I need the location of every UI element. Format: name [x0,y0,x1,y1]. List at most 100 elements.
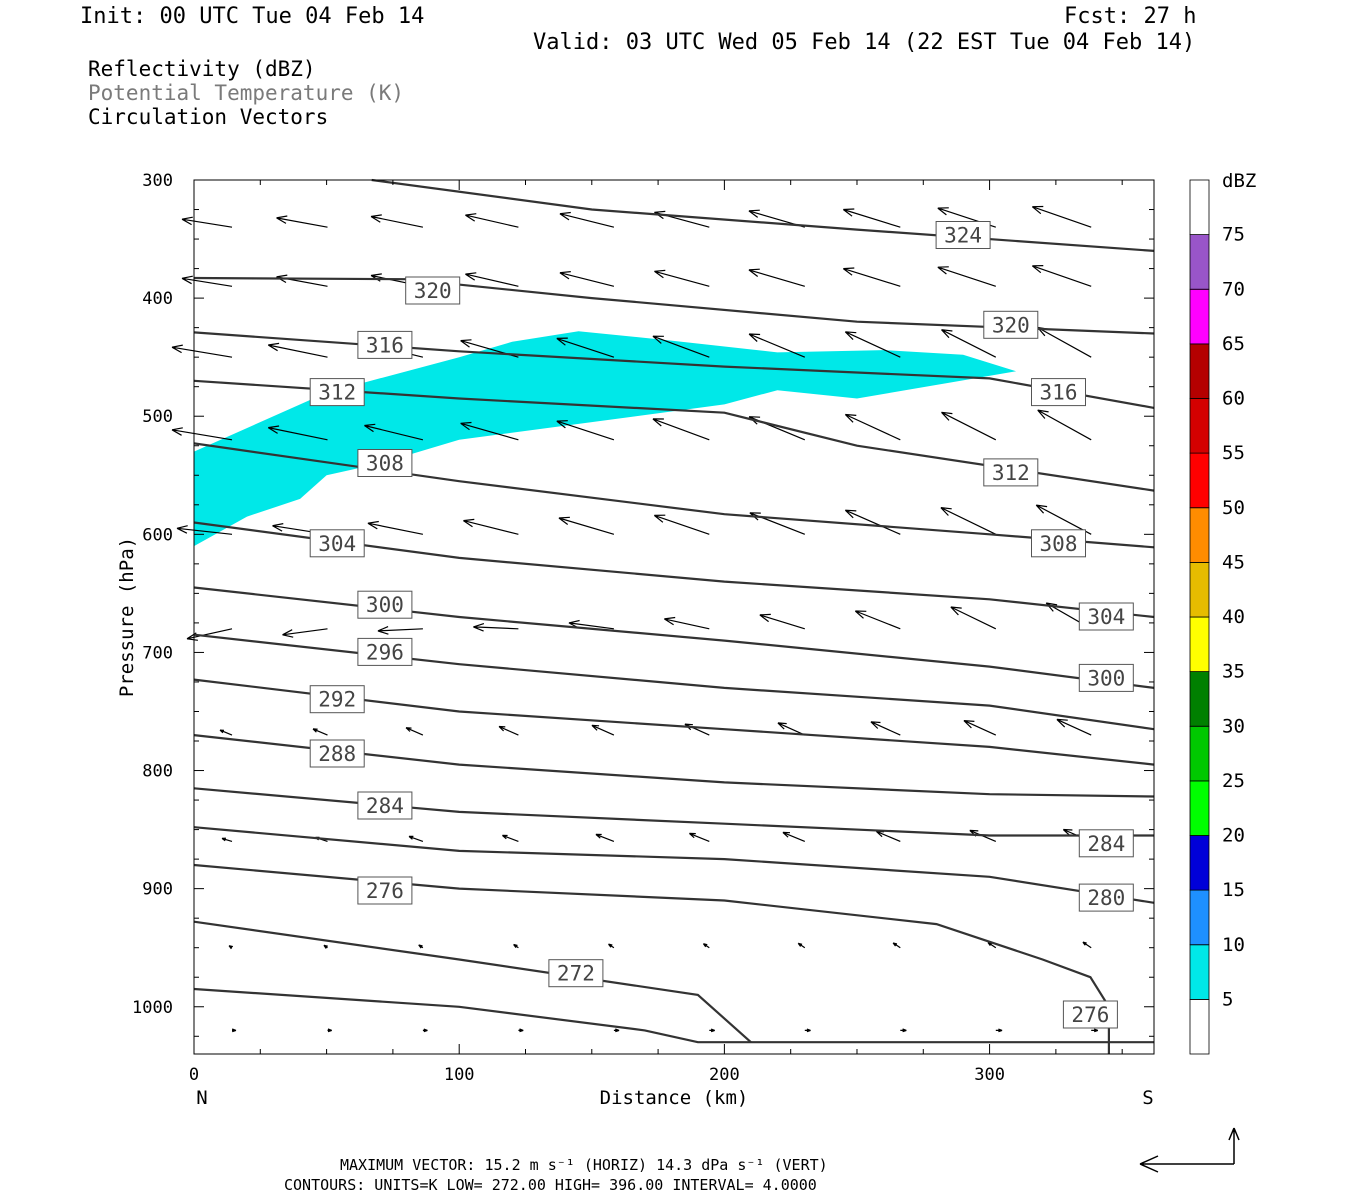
circulation-vector [941,329,997,358]
contour-label-box [309,378,365,407]
valid-time: Valid: 03 UTC Wed 05 Feb 14 (22 EST Tue … [533,30,1196,55]
circulation-vector [875,830,901,842]
contour-label-box [1031,529,1086,558]
circulation-vector [282,628,328,638]
theta-contour-272 [193,920,752,1044]
circulation-vector [1037,409,1092,441]
contour-label-284: 284 [1078,829,1134,858]
contour-label-308: 308 [357,449,413,477]
contour-label-box [548,959,604,988]
circulation-vector [267,342,328,358]
circulation-vector [418,944,424,949]
circulation-vector [663,616,710,630]
contour-label-box [1031,378,1086,407]
contour-label-text: 312 [318,381,356,405]
colorbar-segment [1189,343,1210,399]
max-vector-note: MAXIMUM VECTOR: 15.2 m s⁻¹ (HORIZ) 14.3 … [340,1156,828,1174]
legend-circulation-vectors: Circulation Vectors [88,105,329,129]
circulation-vector [842,208,901,228]
contour-info-note: CONTOURS: UNITS=K LOW= 272.00 HIGH= 396.… [284,1176,817,1194]
circulation-vector [844,509,901,535]
contour-label-276: 276 [357,876,413,905]
contour-label-box [357,637,413,666]
circulation-vector [950,606,997,630]
contour-label-box [1078,663,1134,692]
circulation-vector [176,525,233,535]
circulation-vector [608,943,615,949]
colorbar-segment [1189,234,1210,290]
theta-contour-292 [193,678,1155,766]
circulation-vector [228,945,234,950]
contour-label-text: 304 [318,532,356,556]
contour-label-284: 284 [357,791,413,820]
contour-label-box [935,221,991,249]
colorbar-segment [1189,398,1210,454]
circulation-vector [870,721,901,736]
circulation-vector [377,626,423,635]
colorbar-level-50: 50 [1222,497,1245,519]
contour-label-text: 300 [1087,666,1125,690]
y-tick-label-400: 400 [142,289,173,309]
circulation-vector [595,833,615,842]
circulation-vector [842,267,901,287]
circulation-vector [1037,326,1092,358]
colorbar-level-10: 10 [1222,934,1245,956]
circulation-vector [844,413,901,441]
contour-label-text: 300 [366,593,404,617]
theta-contour-268 [193,987,1154,1044]
circulation-vector [465,272,519,287]
y-tick-label-900: 900 [142,880,173,900]
circulation-vector [408,835,424,842]
circulation-vector [231,1028,237,1033]
circulation-vector [854,610,901,630]
circulation-vector [276,215,328,228]
colorbar-segment [1189,288,1210,345]
circulation-vector [613,1028,620,1033]
y-tick-label-800: 800 [142,762,173,782]
contour-label-box [1078,829,1134,858]
circulation-vector [797,942,806,949]
contour-label-292: 292 [309,685,365,714]
reference-vector-horizontal [1139,1155,1234,1173]
contour-label-text: 284 [366,794,404,818]
contour-label-316: 316 [1031,378,1086,407]
theta-contour-304 [193,521,1155,619]
contour-label-324: 324 [935,221,991,249]
colorbar-level-55: 55 [1222,442,1245,464]
circulation-vector [267,425,328,441]
circulation-vector [367,520,424,535]
circulation-vector [1031,265,1092,287]
x-tick-label-100: 100 [444,1065,475,1085]
contour-label-text: 312 [992,461,1030,485]
contour-label-box [357,876,413,905]
colorbar-level-5: 5 [1222,988,1233,1010]
colorbar-level-20: 20 [1222,825,1245,847]
circulation-vector [556,337,615,358]
contour-label-288: 288 [309,739,365,768]
circulation-vector [940,507,997,535]
circulation-vector [1056,718,1092,736]
circulation-vector [937,266,996,287]
colorbar-level-40: 40 [1222,606,1245,628]
circulation-vector [181,275,233,287]
circulation-vector [221,837,233,842]
circulation-vector [702,943,710,949]
contour-label-276: 276 [1062,1000,1118,1029]
circulation-vector [171,344,233,358]
colorbar-segment [1189,835,1210,891]
circulation-vector [963,720,997,736]
contour-label-box [1062,1000,1118,1029]
y-tick-label-300: 300 [142,171,173,191]
reference-vector-vertical [1228,1127,1240,1164]
circulation-vector [941,411,997,441]
colorbar: 5 10 15 20 25 30 35 40 45 50 55 60 65 70 75 [1189,179,1245,1055]
contour-label-text: 316 [1040,381,1078,405]
contour-label-text: 284 [1087,832,1125,856]
circulation-vector [327,1028,333,1033]
circulation-vector [559,211,615,228]
circulation-vector [900,1028,907,1033]
theta-contour-276 [193,863,1110,1054]
circulation-vector [364,423,424,441]
circulation-vector [777,722,806,736]
x-tick-label-200: 200 [709,1065,740,1085]
